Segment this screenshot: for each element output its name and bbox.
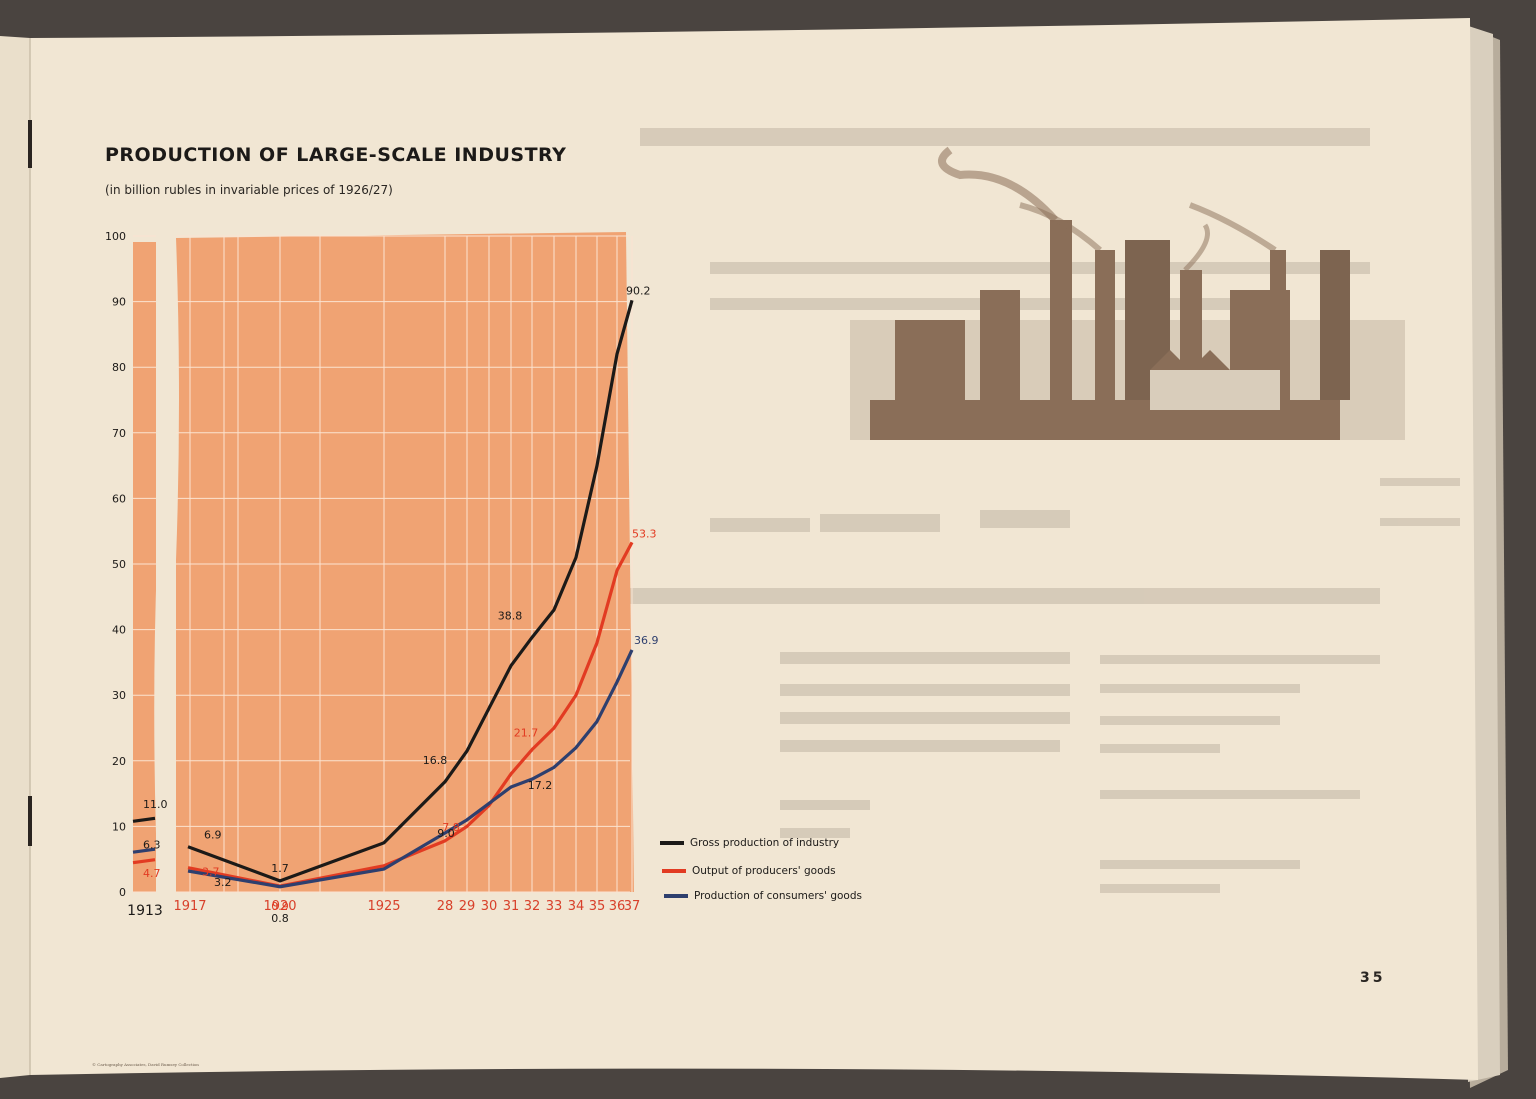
series-line-2-1913 [132,847,156,854]
x-tick-label: 28 [437,899,454,914]
axis-break [154,238,179,892]
y-tick-label: 90 [112,296,126,309]
x-tick-label: 30 [481,899,498,914]
series-line-0 [187,299,634,883]
data-label: 90.2 [626,284,651,297]
legend-label-producers: Output of producers' goods [692,865,836,877]
series-line-1 [187,541,634,888]
page-title: PRODUCTION OF LARGE-SCALE INDUSTRY [105,144,567,166]
page-number: 35 [1360,970,1386,986]
y-tick-label: 100 [105,230,126,243]
data-label: 21.7 [514,727,539,740]
data-label: 6.3 [143,839,161,852]
data-label: 7.8 [442,821,460,834]
y-tick-label: 60 [112,492,126,505]
x-tick-label: 1920 [263,899,296,914]
y-tick-label: 0 [119,886,126,899]
plot-area-main [176,232,634,892]
data-label: 9.0 [437,827,455,840]
data-label: 6.9 [204,829,222,842]
series-line-1-1913 [132,858,156,865]
series-line-0-1913 [132,816,156,823]
x-tick-label: 1917 [173,899,206,914]
data-label: 3.7 [202,866,220,879]
data-label: 36.9 [634,634,659,647]
x-tick-label: 36 [609,899,626,914]
data-label: 3.2 [214,876,232,889]
y-tick-label: 40 [112,624,126,637]
data-label: 16.8 [423,754,448,767]
collection-credit: © Cartography Associates, David Rumsey C… [92,1062,199,1067]
legend-item-gross: Gross production of industry [660,837,839,849]
y-tick-label: 80 [112,361,126,374]
page-subtitle: (in billion rubles in invariable prices … [105,183,393,197]
legend-item-consumers: Production of consumers' goods [664,890,862,902]
data-label: 53.3 [632,527,657,540]
data-label: 0.9 [271,900,289,913]
y-tick-label: 50 [112,558,126,571]
x-tick-label: 34 [568,899,585,914]
data-label: 4.7 [143,867,161,880]
legend-label-gross: Gross production of industry [690,837,840,849]
data-label: 11.0 [143,798,168,811]
y-tick-label: 10 [112,820,126,833]
binding-mark [28,120,32,168]
binding-mark [28,796,32,846]
x-tick-label: 1913 [127,903,163,919]
x-tick-label: 29 [459,899,476,914]
x-tick-label: 1925 [367,899,400,914]
legend-label-consumers: Production of consumers' goods [694,890,862,902]
legend-swatch-consumers [664,894,688,898]
y-tick-label: 30 [112,689,126,702]
x-tick-label: 31 [503,899,520,914]
series-line-2 [187,649,634,889]
y-tick-label: 70 [112,427,126,440]
x-tick-label: 33 [546,899,563,914]
legend-swatch-producers [662,869,686,873]
left-page-strip [0,36,30,1078]
legend-swatch-gross [660,841,684,845]
plot-area-1913 [133,242,156,892]
data-label: 1.7 [271,862,289,875]
legend-item-producers: Output of producers' goods [662,865,836,877]
data-label: 17.2 [528,779,553,792]
x-tick-label: 37 [624,899,641,914]
x-tick-label: 32 [524,899,541,914]
x-tick-label: 35 [589,899,606,914]
data-label: 38.8 [498,609,523,622]
y-tick-label: 20 [112,755,126,768]
data-label: 0.8 [271,912,289,925]
factory-illustration [850,146,1405,440]
